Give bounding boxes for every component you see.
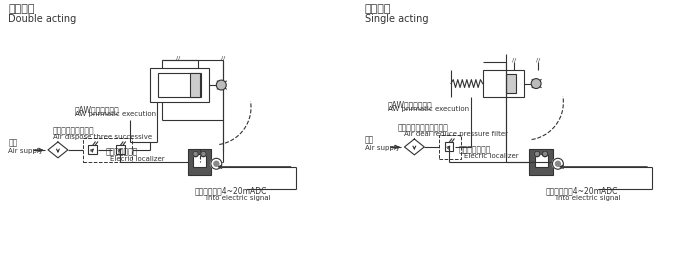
Text: （气源处理三联件）: （气源处理三联件） <box>53 126 94 135</box>
Bar <box>88 145 97 154</box>
Text: Into electric signal: Into electric signal <box>206 195 271 201</box>
Text: 输入电流信号4~20mADC: 输入电流信号4~20mADC <box>546 186 618 195</box>
Text: //: // <box>536 58 540 63</box>
Bar <box>444 143 454 151</box>
Circle shape <box>214 161 219 166</box>
Bar <box>116 145 125 154</box>
Bar <box>193 154 206 167</box>
Bar <box>158 73 202 97</box>
Circle shape <box>201 151 206 157</box>
Circle shape <box>534 151 540 157</box>
Text: 气源: 气源 <box>365 135 374 144</box>
Text: Elecric localizer: Elecric localizer <box>111 156 165 162</box>
Text: Air deal reduce pressure filter: Air deal reduce pressure filter <box>405 131 508 137</box>
Text: Into electric signal: Into electric signal <box>556 195 621 201</box>
Text: （气源处理减压过滤器）: （气源处理减压过滤器） <box>398 123 449 132</box>
Circle shape <box>542 151 548 157</box>
Text: 输入电流信号4~20mADC: 输入电流信号4~20mADC <box>195 186 267 195</box>
Text: Air supply: Air supply <box>365 145 400 151</box>
Circle shape <box>211 158 222 169</box>
Bar <box>150 68 209 102</box>
Bar <box>535 154 547 167</box>
Text: Air supply: Air supply <box>8 148 43 154</box>
Circle shape <box>552 158 564 169</box>
Bar <box>529 149 553 175</box>
Text: 双作用式: 双作用式 <box>8 4 35 14</box>
Text: AW pnrmatic execution: AW pnrmatic execution <box>388 106 469 112</box>
Bar <box>188 149 211 175</box>
Circle shape <box>216 80 226 90</box>
Text: 气源: 气源 <box>8 138 18 147</box>
Text: （电气定位器）: （电气定位器） <box>459 145 491 154</box>
Text: （AW气动执行器）: （AW气动执行器） <box>388 101 433 109</box>
Circle shape <box>193 151 198 157</box>
Text: AW pnrmatic execution: AW pnrmatic execution <box>75 111 156 117</box>
Text: Double acting: Double acting <box>8 14 77 24</box>
Text: Elecric localizer: Elecric localizer <box>464 153 519 159</box>
Text: //: // <box>221 56 225 61</box>
Text: Air dispose three successive: Air dispose three successive <box>53 134 152 140</box>
Text: （AW气动执行器）: （AW气动执行器） <box>75 105 120 114</box>
Circle shape <box>555 161 561 166</box>
Text: //: // <box>512 58 517 63</box>
Bar <box>483 70 524 97</box>
Text: //: // <box>176 56 180 61</box>
Text: Single acting: Single acting <box>365 14 428 24</box>
Circle shape <box>531 79 541 88</box>
Bar <box>506 74 517 94</box>
Bar <box>190 73 200 97</box>
Text: （电气定位器）: （电气定位器） <box>106 148 138 157</box>
Text: 单作用式: 单作用式 <box>365 4 391 14</box>
Bar <box>83 138 132 162</box>
Bar <box>439 135 461 159</box>
